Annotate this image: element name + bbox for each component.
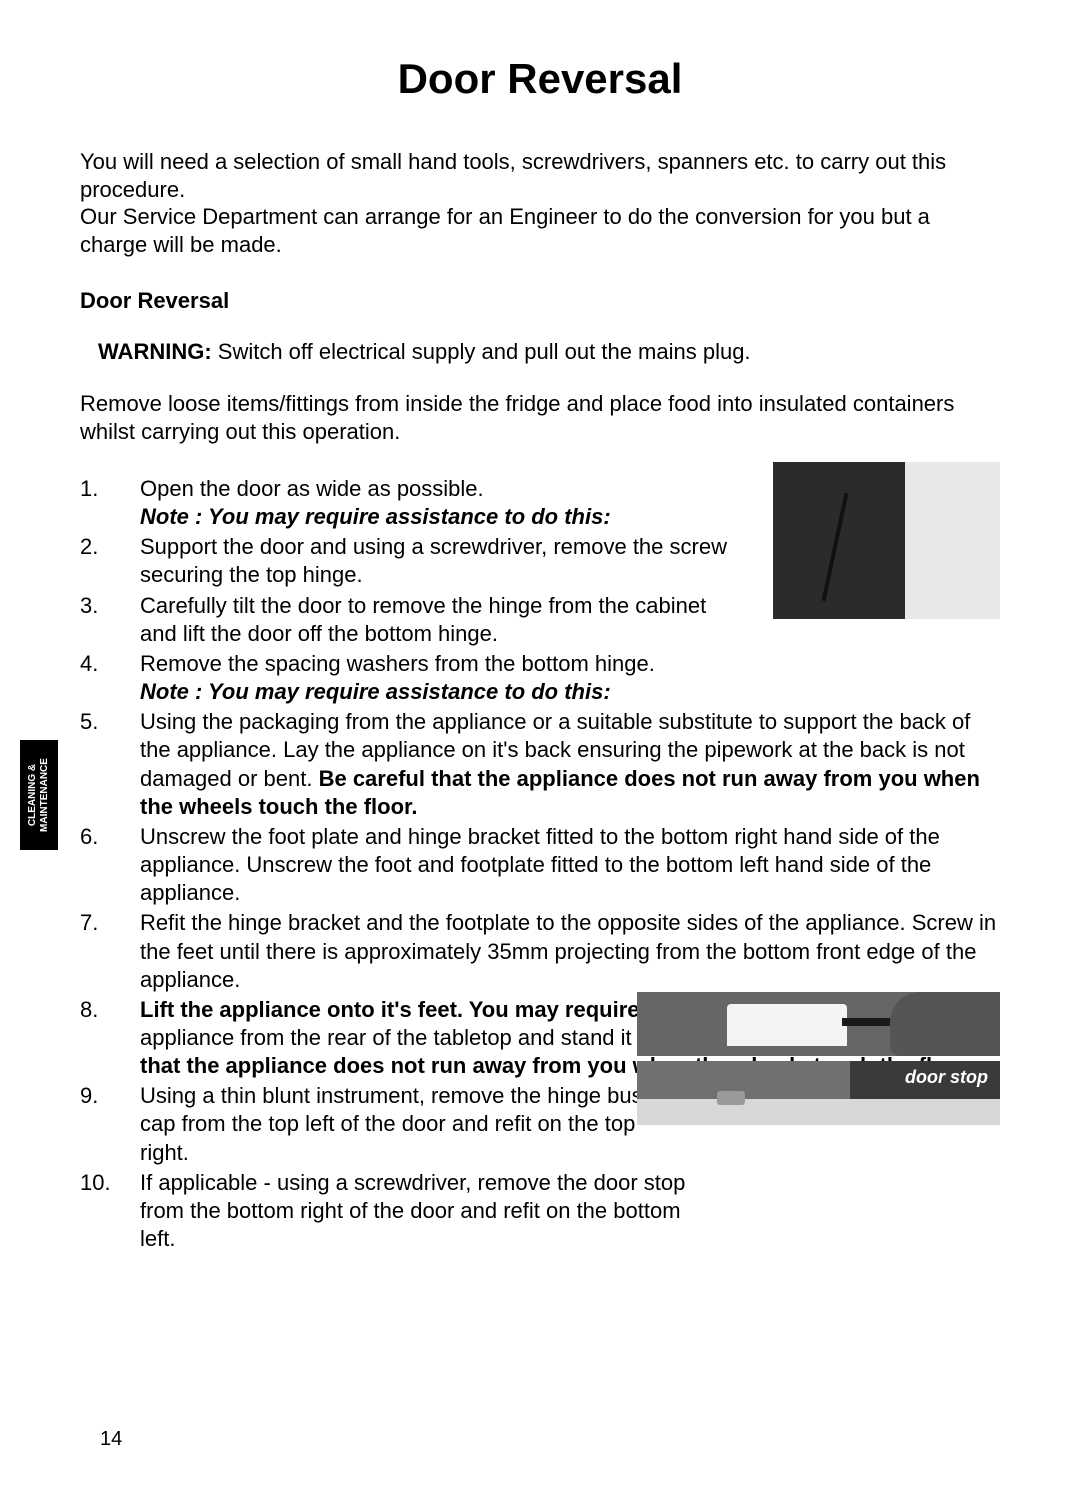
step-number: 7. [80, 909, 140, 993]
step-text: Unscrew the foot plate and hinge bracket… [140, 823, 1000, 907]
step-6: 6. Unscrew the foot plate and hinge brac… [80, 823, 1000, 907]
photo-light-region [905, 462, 1000, 619]
step-text: Remove the spacing washers from the bott… [140, 651, 655, 676]
step-number: 6. [80, 823, 140, 907]
warning-text: Switch off electrical supply and pull ou… [212, 339, 751, 364]
tab-line-1: CLEANING & [27, 764, 38, 826]
step-number: 3. [80, 592, 140, 648]
tab-line-2: MAINTENANCE [39, 758, 50, 832]
warning-line: WARNING: Switch off electrical supply an… [98, 339, 1000, 365]
photo-hand [890, 992, 1000, 1056]
page-title: Door Reversal [80, 55, 1000, 103]
step-number: 1. [80, 475, 140, 531]
photo-bar [637, 1099, 1000, 1125]
step-text: Refit the hinge bracket and the footplat… [140, 909, 1000, 993]
step-number: 5. [80, 708, 140, 821]
step-5: 5. Using the packaging from the applianc… [80, 708, 1000, 821]
intro-paragraph: You will need a selection of small hand … [80, 148, 1000, 258]
photo-part [727, 1004, 847, 1046]
step-text: If applicable - using a screwdriver, rem… [140, 1169, 1000, 1253]
figure-door-stop-photo: door stop [637, 1061, 1000, 1125]
step-text: Open the door as wide as possible. [140, 476, 484, 501]
figure-bush-cap-photo [637, 992, 1000, 1056]
manual-page: Door Reversal You will need a selection … [0, 0, 1080, 1511]
step-number: 9. [80, 1082, 140, 1166]
figure-label: door stop [905, 1067, 988, 1088]
photo-dark-region [773, 462, 905, 619]
pre-list-paragraph: Remove loose items/fittings from inside … [80, 390, 1000, 445]
step-note: Note : You may require assistance to do … [140, 504, 611, 529]
step-7: 7. Refit the hinge bracket and the footp… [80, 909, 1000, 993]
section-tab: CLEANING & MAINTENANCE [20, 740, 58, 850]
page-number: 14 [100, 1428, 122, 1451]
photo-doorstop [717, 1091, 745, 1105]
step-number: 2. [80, 533, 140, 589]
section-subheading: Door Reversal [80, 288, 1000, 314]
step-number: 10. [80, 1169, 140, 1253]
warning-label: WARNING: [98, 339, 212, 364]
step-4: 4. Remove the spacing washers from the b… [80, 650, 1000, 706]
figure-hinge-photo [773, 462, 1000, 619]
step-note: Note : You may require assistance to do … [140, 679, 611, 704]
step-10: 10. If applicable - using a screwdriver,… [80, 1169, 1000, 1253]
step-number: 4. [80, 650, 140, 706]
step-number: 8. [80, 996, 140, 1080]
